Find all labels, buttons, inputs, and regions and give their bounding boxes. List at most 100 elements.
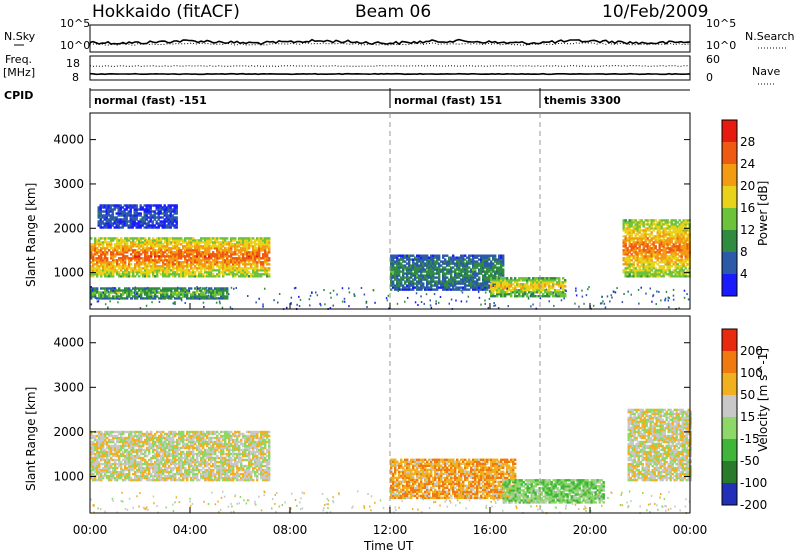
rti-cell (486, 260, 489, 263)
rti-cell (98, 267, 101, 270)
rti-cell (190, 271, 193, 274)
rti-cell (658, 233, 661, 236)
rti-speckle (184, 302, 186, 304)
rti-cell (676, 239, 679, 242)
rti-cell (402, 260, 405, 263)
rti-cell (230, 265, 233, 268)
rti-cell (100, 468, 103, 472)
rti-cell (99, 208, 102, 211)
rti-cell (206, 251, 209, 254)
rti-cell (648, 255, 651, 258)
rti-cell (172, 239, 175, 242)
rti-cell (254, 253, 257, 256)
rti-cell (402, 258, 405, 261)
rti-cell (94, 267, 97, 270)
rti-cell (446, 276, 449, 279)
rti-cell (488, 284, 491, 287)
rti-cell (122, 454, 125, 458)
rti-cell (536, 287, 539, 290)
rti-speckle (353, 293, 355, 296)
rti-cell (558, 283, 561, 286)
rti-cell (554, 277, 557, 280)
rti-cell (136, 468, 139, 472)
rti-cell (96, 239, 99, 242)
rti-cell (130, 478, 133, 482)
rti-cell (676, 263, 679, 266)
rti-cell (424, 270, 427, 273)
rti-cell (658, 257, 661, 260)
rti-cell (486, 258, 489, 261)
rti-cell (400, 270, 403, 273)
rti-cell (542, 293, 545, 296)
rti-cell (158, 241, 161, 244)
rti-cell (176, 257, 179, 260)
rti-cell (474, 260, 477, 263)
rti-cell (100, 249, 103, 252)
rti-cell (192, 259, 195, 262)
rti-cell (252, 247, 255, 250)
rti-cell (120, 253, 123, 256)
rti-cell (248, 271, 251, 274)
rti-cell (506, 281, 509, 284)
rti-cell (162, 269, 165, 272)
rti-cell (125, 224, 128, 227)
rti-cell (145, 214, 148, 217)
rti-cell (426, 254, 429, 257)
rti-cell (145, 216, 148, 219)
rti-cell (94, 434, 97, 438)
rti-cell (236, 249, 239, 252)
rti-cell (212, 247, 215, 250)
rti-cell (676, 253, 679, 256)
rti-cell (173, 204, 176, 207)
rti-speckle (343, 297, 346, 300)
rti-cell (452, 286, 455, 289)
rti-cell (202, 257, 205, 260)
rti-cell (458, 288, 461, 291)
rti-cell (133, 214, 136, 217)
rti-cell (160, 297, 163, 300)
rti-cell (220, 257, 223, 260)
rti-cell (406, 258, 409, 261)
rti-cell (98, 297, 101, 300)
rti-cell (678, 243, 681, 246)
rti-cell (122, 271, 125, 274)
rti-cell (664, 271, 667, 274)
rti-cell (438, 276, 441, 279)
rti-cell (462, 274, 465, 277)
rti-cell (408, 266, 411, 269)
rti-cell (660, 231, 663, 234)
rti-cell (490, 283, 493, 286)
rti-cell (560, 285, 563, 288)
rti-cell (112, 261, 115, 264)
rti-cell (102, 241, 105, 244)
rti-cell (166, 265, 169, 268)
rti-cell (400, 266, 403, 269)
rti-cell (192, 267, 195, 270)
rti-cell (432, 260, 435, 263)
rti-speckle (198, 289, 201, 292)
rti-cell (246, 245, 249, 248)
rti-cell (544, 281, 547, 284)
rti-cell (106, 263, 109, 266)
rti-cell (674, 273, 677, 276)
rti-cell (650, 223, 653, 226)
rti-cell (134, 438, 137, 442)
rti-speckle (484, 291, 487, 294)
rti-cell (484, 284, 487, 287)
rti-cell (642, 269, 645, 272)
rti-cell (90, 452, 93, 456)
rti-cell (120, 289, 123, 292)
rti-cell (214, 263, 217, 266)
rti-cell (444, 274, 447, 277)
rti-cell (640, 271, 643, 274)
rti-cell (128, 478, 131, 482)
rti-cell (126, 247, 129, 250)
rti-cell (622, 245, 625, 248)
rti-cell (155, 226, 158, 229)
rti-cell (118, 289, 121, 292)
rti-cell (164, 239, 167, 242)
rti-cell (112, 251, 115, 254)
rti-speckle (672, 294, 675, 297)
rti-cell (97, 216, 100, 219)
